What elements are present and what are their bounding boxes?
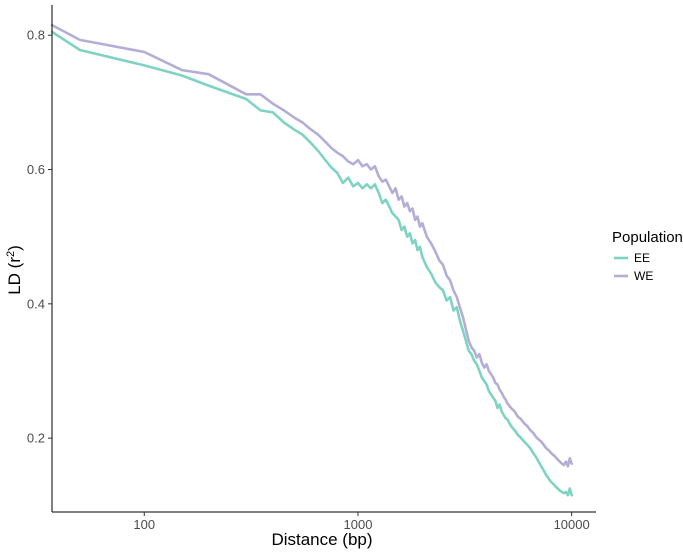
- legend-label-ee: EE: [634, 251, 650, 265]
- x-tick-label: 10000: [554, 517, 590, 532]
- y-tick-label: 0.2: [27, 431, 45, 446]
- series-layer: [50, 23, 574, 497]
- legend-title: Population: [612, 229, 683, 246]
- y-tick-label: 0.6: [27, 162, 45, 177]
- y-axis-title-close: ): [5, 245, 24, 251]
- x-axis-title: Distance (bp): [271, 530, 372, 549]
- series-line-we: [50, 23, 574, 468]
- legend: Population EE WE: [612, 229, 683, 283]
- x-tick-label: 1000: [344, 517, 373, 532]
- y-axis-title-sup: 2: [5, 251, 17, 257]
- y-tick-label: 0.4: [27, 296, 45, 311]
- legend-label-we: WE: [634, 269, 653, 283]
- series-line-ee: [50, 30, 574, 497]
- y-axis-title-main: LD (r: [5, 257, 24, 295]
- axes-layer: 0.2 0.4 0.6 0.8 100 1000 10000: [27, 5, 596, 532]
- x-tick-label: 100: [133, 517, 155, 532]
- y-tick-label: 0.8: [27, 28, 45, 43]
- y-axis-title: LD (r2): [5, 245, 24, 295]
